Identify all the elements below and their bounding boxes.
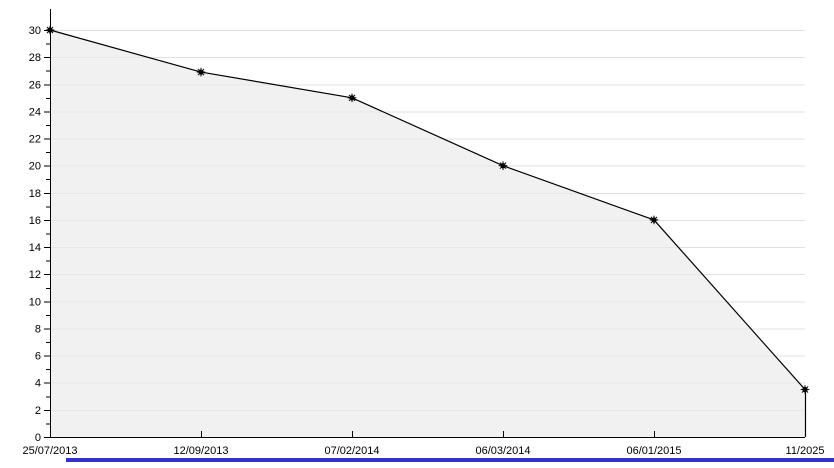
x-axis-ticks — [50, 431, 806, 437]
data-point-marker — [196, 67, 206, 77]
bottom-accent-bar — [66, 458, 834, 462]
y-tick-label: 20 — [29, 161, 41, 173]
series-area-fill — [50, 30, 805, 437]
y-tick-label: 22 — [29, 134, 41, 146]
y-tick-label: 24 — [29, 106, 41, 118]
data-point-marker — [498, 161, 508, 170]
data-point-marker — [800, 385, 810, 394]
axes — [50, 9, 805, 438]
y-tick-label: 14 — [29, 242, 41, 254]
x-tick-label: 12/09/2013 — [173, 445, 228, 457]
y-tick-label: 30 — [29, 25, 41, 37]
data-point-marker — [649, 215, 659, 225]
y-tick-label: 10 — [29, 296, 41, 308]
data-point-marker — [347, 93, 357, 103]
y-tick-label: 28 — [29, 52, 41, 64]
x-axis-labels: 25/07/2013 12/09/2013 07/02/2014 06/03/2014… — [22, 445, 824, 457]
x-tick-label: 11/2025 — [786, 445, 825, 457]
y-axis-ticks — [44, 30, 50, 438]
y-tick-label: 2 — [35, 405, 41, 417]
x-tick-label: 25/07/2013 — [22, 445, 77, 457]
y-tick-label: 4 — [35, 378, 41, 390]
x-tick-label: 06/03/2014 — [475, 445, 530, 457]
series-line — [49, 29, 806, 390]
y-tick-label: 12 — [29, 269, 41, 281]
x-tick-label: 06/01/2015 — [626, 445, 681, 457]
y-tick-label: 26 — [29, 79, 41, 91]
y-tick-label: 0 — [35, 432, 41, 444]
y-tick-label: 6 — [35, 351, 41, 363]
y-tick-label: 8 — [35, 323, 41, 335]
x-tick-label: 07/02/2014 — [324, 445, 379, 457]
y-tick-label: 16 — [29, 215, 41, 227]
y-tick-label: 18 — [29, 188, 41, 200]
